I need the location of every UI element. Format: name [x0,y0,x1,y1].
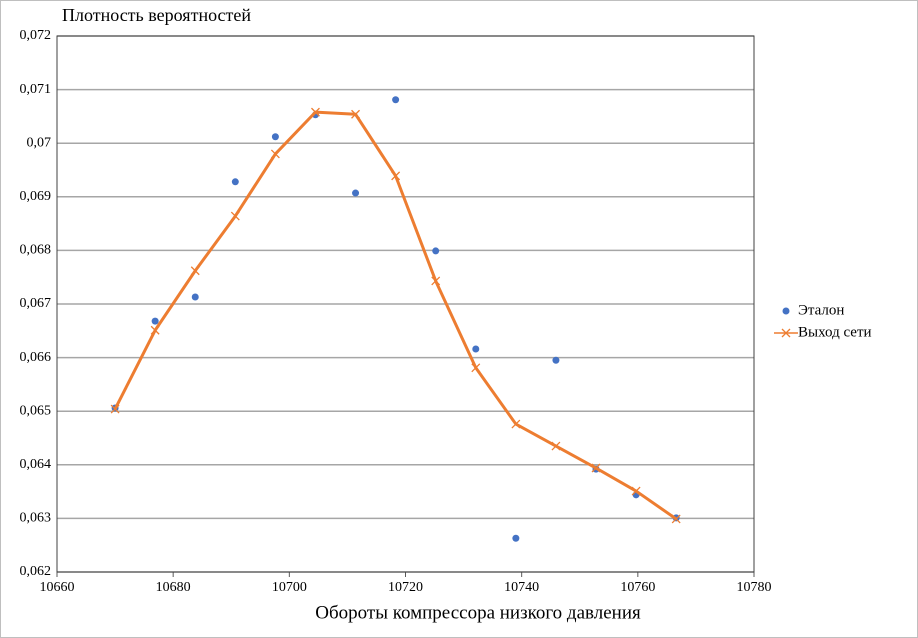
y-tick-label: 0,063 [20,511,52,526]
data-point [472,345,480,353]
legend-symbol [781,328,791,338]
y-tick-label: 0,069 [20,189,52,204]
data-point [552,356,560,364]
line-marker [190,266,200,276]
y-tick-label: 0,068 [20,243,52,258]
line-marker [591,463,601,473]
y-tick-label: 0,066 [20,350,52,365]
line-marker [311,107,320,117]
x-tick-label: 10680 [156,580,191,595]
data-point [432,247,440,255]
x-tick-label: 10720 [388,580,423,595]
y-tick-label: 0,067 [20,296,52,311]
line-marker [551,441,561,451]
legend-symbol [782,307,790,315]
x-tick-label: 10780 [737,580,772,595]
y-tick-label: 0,07 [27,135,52,150]
data-point [151,317,159,325]
plot-frame [56,35,755,573]
data-point [231,178,239,186]
line-marker [631,486,641,496]
line-marker [351,109,361,119]
y-tick-label: 0,062 [20,564,52,579]
chart-title: Плотность вероятностей [62,5,251,25]
data-point [271,133,279,141]
x-tick-label: 10700 [272,580,307,595]
line-marker [391,171,401,181]
y-tick-label: 0,064 [20,457,52,472]
line-marker [671,514,681,524]
line-marker [511,419,521,429]
x-axis-label: Обороты компрессора низкого давления [315,602,641,623]
line-marker [431,276,441,286]
data-point [392,96,400,104]
line-marker [471,363,481,373]
line-marker [110,404,120,414]
y-tick-label: 0,072 [20,28,52,43]
data-point [512,534,520,542]
x-tick-label: 10660 [40,580,75,595]
line-marker [270,149,280,159]
line-marker [150,325,160,335]
x-tick-label: 10740 [504,580,539,595]
line-marker [230,211,240,221]
data-point [352,189,360,197]
y-tick-label: 0,065 [20,403,52,418]
y-tick-label: 0,071 [20,82,52,97]
legend-label: Эталон [798,302,844,318]
legend-label: Выход сети [798,324,872,340]
data-point [191,293,199,301]
x-tick-label: 10760 [620,580,655,595]
